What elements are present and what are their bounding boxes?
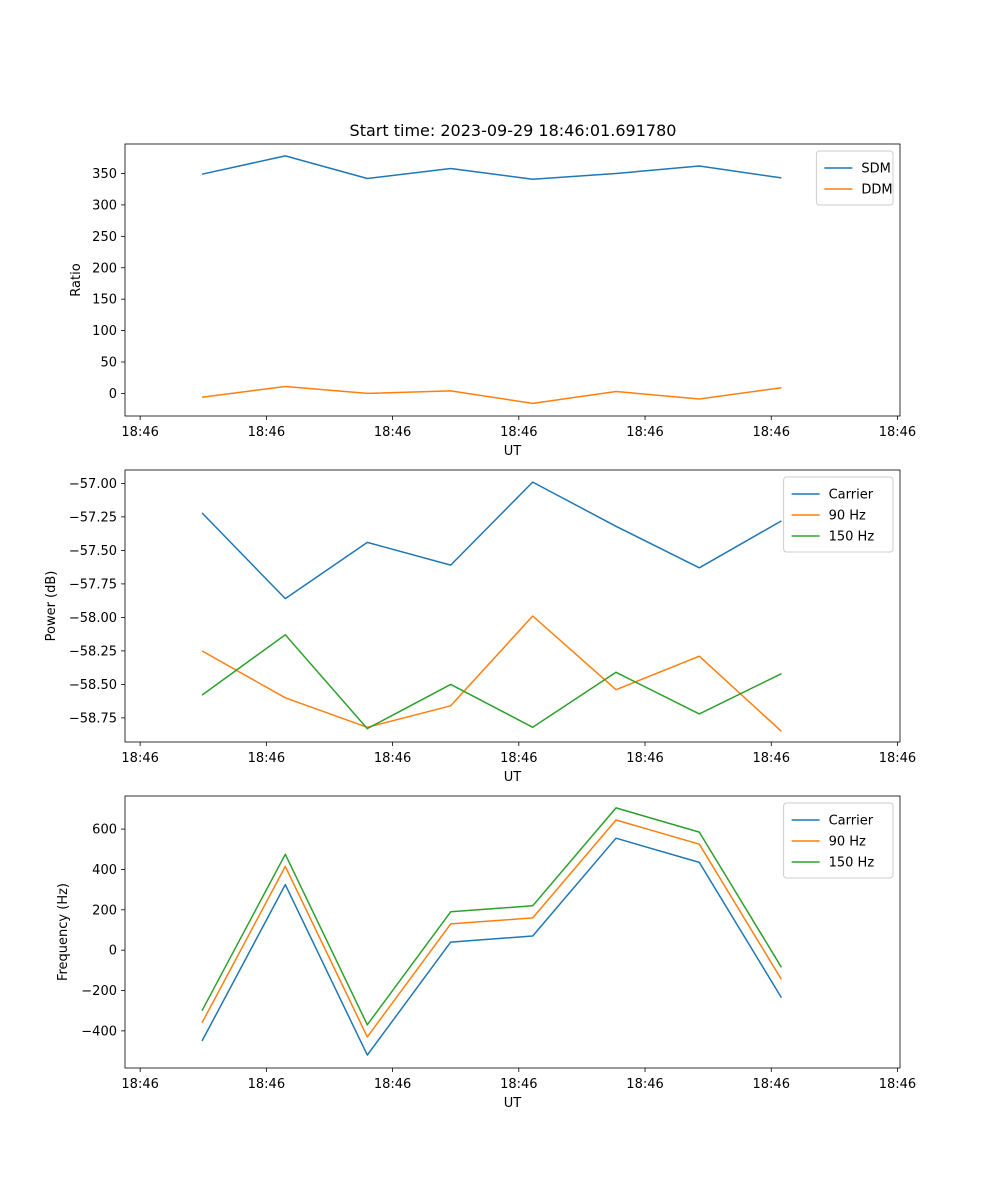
x-tick-label: 18:46: [879, 751, 916, 766]
y-tick-label: −57.25: [69, 510, 117, 525]
series-line-ddm: [201, 385, 782, 405]
y-tick-label: −200: [81, 984, 117, 999]
x-tick-label: 18:46: [879, 1077, 916, 1092]
legend-box: [783, 802, 894, 879]
plot-frame: [124, 469, 901, 743]
legend: SDM DDM: [815, 150, 894, 206]
x-tick-label: 18:46: [500, 1077, 537, 1092]
legend-label: Carrier: [829, 488, 874, 503]
series-line-sdm: [201, 155, 782, 180]
x-axis-label: UT: [504, 1096, 522, 1111]
y-tick-label: −400: [81, 1024, 117, 1039]
x-tick-label: 18:46: [248, 425, 285, 440]
y-axis-label: Ratio: [69, 263, 84, 296]
x-tick-label: 18:46: [121, 751, 158, 766]
series-line-90-hz: [201, 819, 783, 1038]
y-tick-label: −58.75: [69, 711, 117, 726]
x-tick-label: 18:46: [121, 425, 158, 440]
y-axis-label: Frequency (Hz): [56, 883, 71, 981]
legend-box: [815, 150, 894, 206]
x-tick-label: 18:46: [626, 1077, 663, 1092]
legend-box: [783, 476, 894, 553]
legend-label: 90 Hz: [829, 509, 866, 524]
series-line-150-hz: [201, 807, 783, 1026]
legend-label: 90 Hz: [829, 835, 866, 850]
y-tick-label: 350: [92, 167, 117, 182]
x-tick-label: 18:46: [500, 751, 537, 766]
y-tick-label: −57.50: [69, 544, 117, 559]
legend-label: 150 Hz: [829, 856, 875, 871]
x-tick-label: 18:46: [374, 751, 411, 766]
y-tick-label: −58.50: [69, 678, 117, 693]
y-tick-label: 600: [92, 823, 117, 838]
series-line-90-hz: [201, 615, 782, 732]
y-tick-label: 0: [109, 944, 117, 959]
x-tick-label: 18:46: [374, 1077, 411, 1092]
legend-label: 150 Hz: [829, 530, 875, 545]
y-tick-label: 0: [109, 387, 117, 402]
x-tick-label: 18:46: [879, 425, 916, 440]
x-tick-label: 18:46: [753, 1077, 790, 1092]
y-tick-label: 100: [92, 324, 117, 339]
x-tick-label: 18:46: [626, 425, 663, 440]
chart-panel-3: 18:4618:4618:4618:4618:4618:4618:4618:47…: [56, 795, 916, 1111]
legend: Carrier 90 Hz 150 Hz: [783, 476, 894, 553]
y-tick-label: −57.00: [69, 477, 117, 492]
x-tick-label: 18:46: [500, 425, 537, 440]
chart-panel-2: 18:4618:4618:4618:4618:4618:4618:4618:47…: [44, 469, 916, 785]
series-line-150-hz: [201, 634, 782, 730]
y-tick-label: 50: [100, 355, 117, 370]
y-tick-label: 200: [92, 261, 117, 276]
x-tick-label: 18:46: [374, 425, 411, 440]
figure-title: Start time: 2023-09-29 18:46:01.691780: [350, 121, 677, 140]
x-tick-label: 18:46: [626, 751, 663, 766]
y-tick-label: 200: [92, 903, 117, 918]
series-line-carrier: [201, 481, 782, 600]
charts-group: 18:4618:4618:4618:4618:4618:4618:4618:47…: [44, 143, 916, 1111]
y-tick-label: 300: [92, 198, 117, 213]
x-tick-label: 18:46: [248, 751, 285, 766]
y-tick-label: −58.00: [69, 611, 117, 626]
legend-label: Carrier: [829, 814, 874, 829]
series-line-carrier: [201, 837, 783, 1056]
legend-label: DDM: [861, 183, 892, 198]
y-tick-label: 400: [92, 863, 117, 878]
y-axis-label: Power (dB): [44, 571, 59, 642]
y-tick-label: 150: [92, 293, 117, 308]
x-tick-label: 18:46: [121, 1077, 158, 1092]
legend: Carrier 90 Hz 150 Hz: [783, 802, 894, 879]
x-tick-label: 18:46: [753, 425, 790, 440]
plot-frame: [124, 795, 901, 1069]
y-tick-label: 250: [92, 230, 117, 245]
x-axis-label: UT: [504, 444, 522, 459]
y-tick-label: −58.25: [69, 644, 117, 659]
plot-frame: [124, 143, 901, 417]
x-axis-label: UT: [504, 770, 522, 785]
y-tick-label: −57.75: [69, 577, 117, 592]
x-tick-label: 18:46: [248, 1077, 285, 1092]
x-tick-label: 18:46: [753, 751, 790, 766]
legend-label: SDM: [861, 162, 890, 177]
chart-panel-1: 18:4618:4618:4618:4618:4618:4618:4618:47…: [69, 143, 916, 459]
